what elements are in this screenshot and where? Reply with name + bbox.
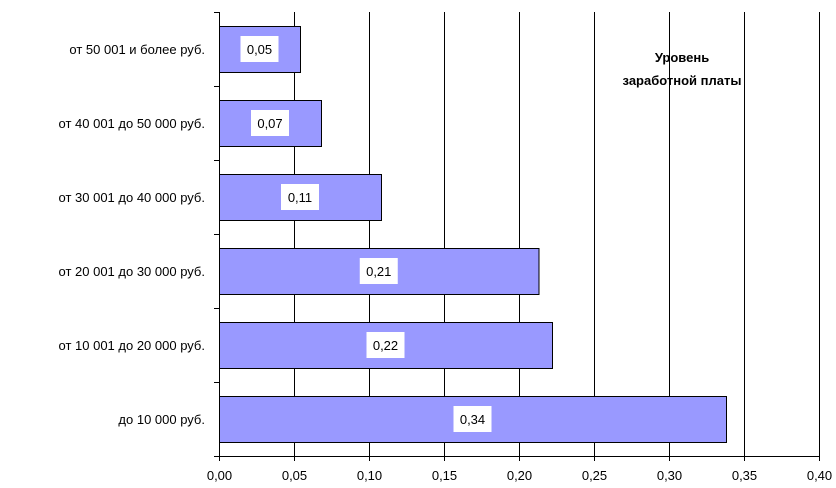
category-label: от 50 001 и более руб. xyxy=(69,42,205,57)
tick-labels: 0,00 0,05 0,10 0,15 0,20 0,25 0,30 0,35 0,40 xyxy=(207,468,832,483)
category-label: до 10 000 руб. xyxy=(118,412,205,427)
grid-lines xyxy=(294,12,820,456)
data-label: 0,21 xyxy=(366,264,391,279)
data-label-box xyxy=(366,332,405,358)
data-label: 0,11 xyxy=(288,190,312,205)
data-label-box xyxy=(359,258,398,284)
data-label-box xyxy=(453,406,492,432)
x-tick-label: 0,00 xyxy=(207,468,232,483)
category-label: от 20 001 до 30 000 руб. xyxy=(59,264,205,279)
data-label: 0,07 xyxy=(257,116,282,131)
category-label: от 10 001 до 20 000 руб. xyxy=(59,338,205,353)
data-label-box xyxy=(251,110,289,136)
data-label: 0,05 xyxy=(247,42,272,57)
x-tick-label: 0,10 xyxy=(357,468,382,483)
data-labels: 0,05 0,07 0,11 0,21 0,22 0,34 xyxy=(240,36,492,432)
x-tick-label: 0,40 xyxy=(807,468,832,483)
category-label: от 40 001 до 50 000 руб. xyxy=(59,116,205,131)
data-label: 0,34 xyxy=(460,412,485,427)
x-tick-label: 0,05 xyxy=(282,468,307,483)
axes xyxy=(214,12,820,461)
x-tick-label: 0,25 xyxy=(582,468,607,483)
annotation-line-1: Уровень xyxy=(655,50,709,65)
data-label: 0,22 xyxy=(373,338,398,353)
x-tick-label: 0,15 xyxy=(432,468,457,483)
data-label-box xyxy=(281,184,319,210)
data-label-box xyxy=(240,36,279,62)
x-tick-label: 0,35 xyxy=(732,468,757,483)
category-label: от 30 001 до 40 000 руб. xyxy=(59,190,205,205)
x-tick-label: 0,30 xyxy=(657,468,682,483)
x-tick-label: 0,20 xyxy=(507,468,532,483)
bars xyxy=(219,26,727,443)
annotation-line-2: заработной платы xyxy=(623,73,742,88)
category-labels: от 50 001 и более руб. от 40 001 до 50 00… xyxy=(59,42,205,427)
